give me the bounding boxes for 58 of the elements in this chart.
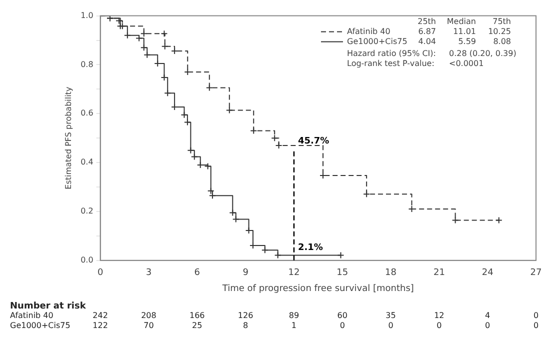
text: 4 (485, 311, 490, 320)
annotation: 11.01 (453, 26, 476, 36)
text: 0 (485, 321, 490, 330)
text: 122 (92, 321, 108, 330)
text: 12 (434, 311, 444, 320)
y-tick-label: 0.8 (80, 60, 94, 69)
annotation: Hazard ratio (95% CI): (347, 48, 436, 58)
annotation: Median (446, 16, 476, 26)
text: 166 (190, 311, 205, 320)
x-tick-label: 6 (194, 268, 200, 278)
x-tick-label: 3 (146, 268, 152, 278)
y-tick-label: 0.2 (80, 206, 94, 216)
annotation: 5.59 (458, 36, 476, 46)
x-tick-label: 21 (433, 268, 445, 278)
legend-label: Ge1000+Cis75 (347, 36, 408, 46)
y-tick-label: 1.0 (80, 10, 94, 20)
text: Afatinib 40 (10, 311, 54, 320)
annotation: Log-rank test P-value: (347, 58, 434, 68)
annotation: <0.0001 (449, 58, 484, 68)
text: 208 (141, 311, 156, 320)
y-tick-label: 0.6 (80, 108, 94, 118)
text: Ge1000+Cis75 (10, 321, 70, 330)
text: 0 (533, 321, 539, 330)
annotation: 45.7% (298, 136, 330, 146)
legend-label: Afatinib 40 (347, 26, 390, 36)
annotation: 25th (418, 16, 436, 26)
annotation: 75th (492, 16, 511, 26)
text: 89 (288, 311, 300, 320)
x-tick-label: 9 (242, 268, 249, 278)
text: 60 (337, 311, 348, 320)
annotation: 6.87 (418, 26, 436, 36)
text: 8 (243, 321, 248, 330)
annotation: 8.08 (493, 36, 511, 46)
text: 35 (386, 311, 396, 320)
x-tick-label: 27 (530, 268, 542, 278)
text: 25 (192, 321, 202, 330)
text: 126 (238, 311, 254, 320)
text: 242 (92, 311, 108, 320)
x-tick-label: 24 (482, 268, 494, 278)
y-tick-label: 0.4 (80, 158, 94, 167)
x-tick-label: 15 (336, 268, 348, 278)
annotation: 2.1% (298, 243, 323, 254)
annotation: 0.28 (0.20, 0.39) (449, 48, 516, 58)
y-tick-label: 0.0 (80, 255, 94, 264)
annotation: 4.04 (418, 36, 436, 46)
text: 0 (388, 321, 394, 330)
text: 70 (144, 321, 154, 330)
x-tick-label: 0 (97, 268, 104, 278)
annotation: 10.25 (488, 26, 511, 36)
text: 1 (291, 321, 297, 330)
x-tick-label: 18 (385, 268, 397, 278)
x-tick-label: 12 (288, 268, 300, 278)
text: 0 (340, 321, 345, 330)
text: Number at risk (10, 301, 87, 312)
text: 0 (533, 311, 539, 320)
text: 0 (436, 321, 442, 330)
x-axis-title: Time of progression free survival [months] (221, 284, 414, 294)
y-axis-title: Estimated PFS probability (64, 86, 73, 190)
